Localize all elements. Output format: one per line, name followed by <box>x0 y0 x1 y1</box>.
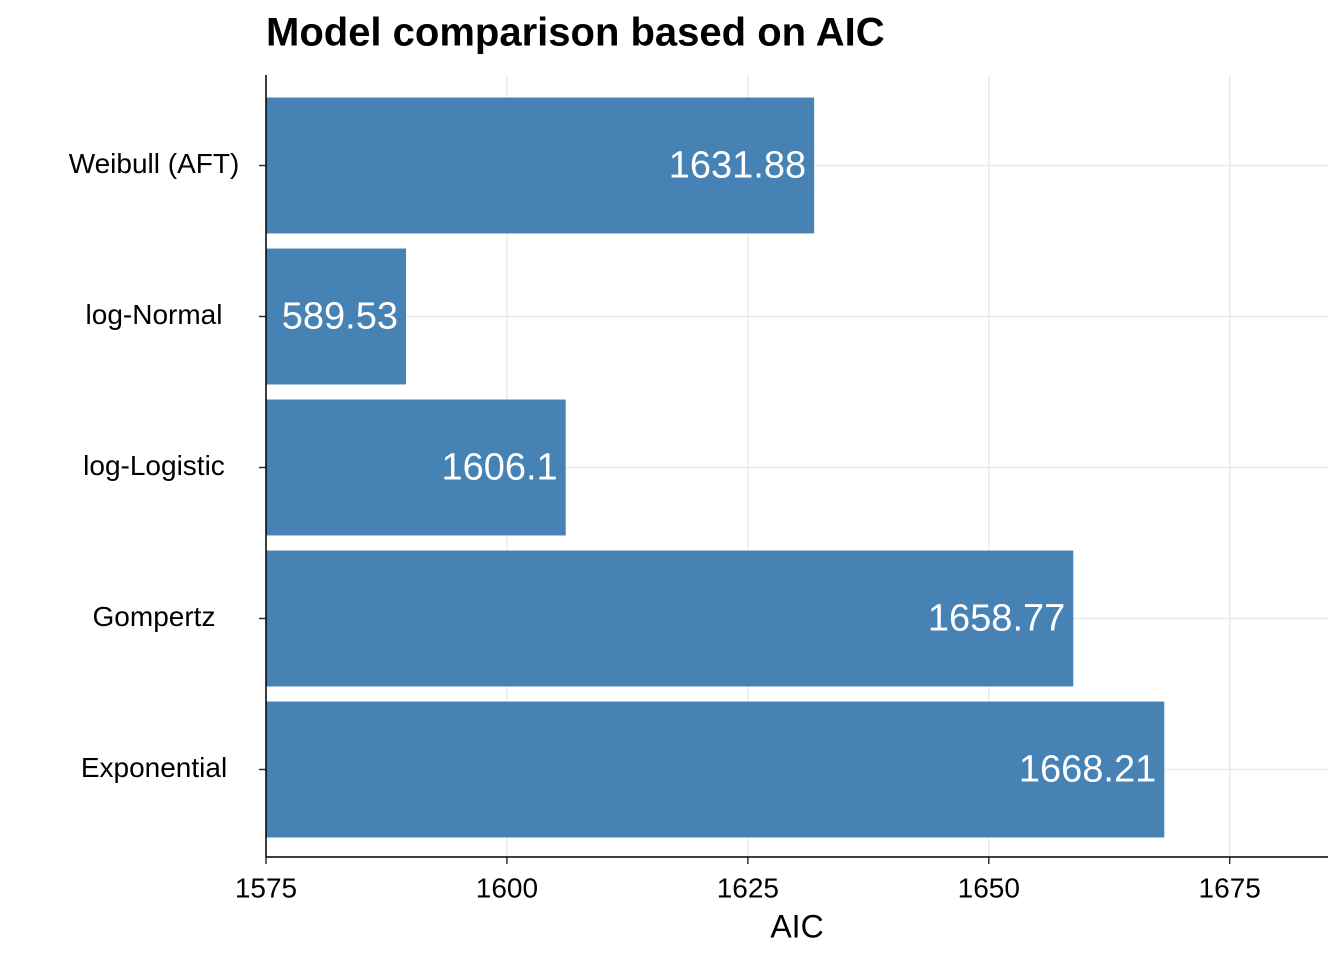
value-label: 1658.77 <box>928 598 1065 640</box>
bar <box>266 550 1074 687</box>
x-tick-label: 1575 <box>235 872 297 903</box>
value-label: 1668.21 <box>1019 749 1156 791</box>
y-tick-label: Weibull (AFT) <box>69 148 240 179</box>
x-tick-label: 1675 <box>1199 872 1261 903</box>
chart-title: Model comparison based on AIC <box>266 11 885 55</box>
x-tick-label: 1625 <box>717 872 779 903</box>
bar <box>266 399 566 536</box>
x-tick-label: 1600 <box>476 872 538 903</box>
value-label: 589.53 <box>282 296 398 338</box>
x-axis-title: AIC <box>770 908 823 944</box>
x-tick-label: 1650 <box>958 872 1020 903</box>
value-label: 1606.1 <box>441 447 557 489</box>
y-tick-label: log-Logistic <box>83 450 225 481</box>
value-label: 1631.88 <box>669 145 806 187</box>
y-tick-label: Exponential <box>81 752 227 783</box>
bar <box>266 97 815 234</box>
y-tick-label: log-Normal <box>86 299 223 330</box>
y-tick-label: Gompertz <box>93 601 216 632</box>
bar <box>266 248 407 385</box>
bar <box>266 701 1165 838</box>
